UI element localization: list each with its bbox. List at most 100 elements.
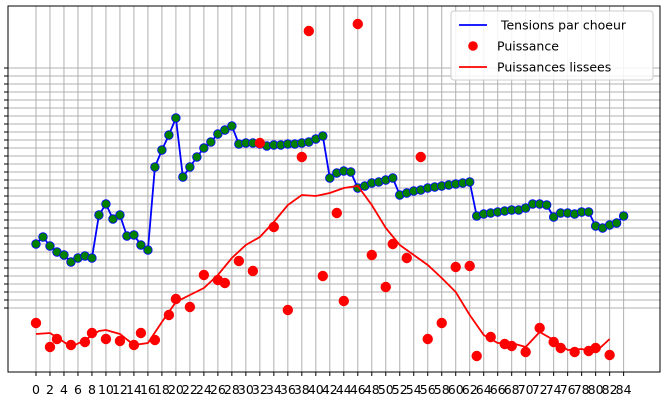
- x-tick-label: 38: [294, 382, 310, 397]
- marker: [436, 317, 447, 329]
- marker: [206, 137, 216, 147]
- x-tick-label: 70: [518, 382, 534, 397]
- marker: [178, 172, 188, 182]
- marker: [59, 250, 69, 260]
- marker: [318, 131, 328, 141]
- marker: [227, 121, 237, 131]
- marker: [268, 221, 280, 233]
- marker: [219, 277, 231, 289]
- marker: [135, 327, 147, 339]
- x-tick-label: 48: [364, 382, 380, 397]
- marker: [471, 350, 482, 362]
- x-tick-label: 50: [378, 382, 394, 397]
- marker: [192, 152, 202, 162]
- marker: [94, 210, 104, 220]
- marker: [114, 335, 126, 347]
- x-tick-label: 36: [280, 382, 296, 397]
- x-tick-label: 22: [182, 382, 198, 397]
- legend-label: Tensions par choeur: [497, 18, 627, 33]
- marker: [199, 143, 209, 153]
- marker: [213, 129, 223, 139]
- marker: [331, 207, 342, 219]
- x-tick-label: 60: [448, 382, 464, 397]
- marker: [325, 173, 335, 183]
- x-tick-label: 54: [406, 382, 422, 397]
- x-tick-label: 42: [322, 382, 338, 397]
- marker: [450, 261, 461, 273]
- marker: [520, 203, 531, 213]
- marker: [611, 218, 622, 228]
- x-tick-label: 8: [88, 382, 96, 397]
- marker: [415, 151, 426, 163]
- x-tick-label: 26: [210, 382, 226, 397]
- x-tick-label: 16: [140, 382, 156, 397]
- marker: [366, 249, 377, 261]
- marker: [296, 151, 308, 163]
- marker: [30, 317, 42, 329]
- x-tick-label: 72: [532, 382, 548, 397]
- marker: [87, 253, 97, 263]
- x-tick-label: 24: [196, 382, 212, 397]
- x-tick-label: 40: [308, 382, 324, 397]
- marker: [45, 241, 55, 251]
- marker: [346, 167, 356, 177]
- marker: [185, 162, 195, 172]
- x-tick-label: 82: [602, 382, 618, 397]
- marker: [220, 125, 230, 135]
- x-tick-label: 12: [112, 382, 128, 397]
- x-tick-label: 14: [126, 382, 142, 397]
- x-tick-label: 64: [476, 382, 492, 397]
- marker: [233, 255, 245, 267]
- marker: [317, 270, 329, 282]
- marker: [401, 252, 412, 264]
- x-tick-label: 30: [238, 382, 254, 397]
- marker: [303, 25, 315, 37]
- x-tick-label: 2: [46, 382, 54, 397]
- marker: [143, 245, 153, 255]
- marker: [44, 341, 56, 353]
- marker: [583, 207, 594, 217]
- x-tick-label: 18: [154, 382, 170, 397]
- x-tick-label: 28: [224, 382, 240, 397]
- marker: [338, 295, 349, 307]
- marker: [548, 212, 559, 222]
- marker: [520, 346, 531, 358]
- x-tick-label: 10: [98, 382, 114, 397]
- marker: [108, 214, 118, 224]
- x-tick-label: 44: [336, 382, 352, 397]
- x-tick-label: 62: [462, 382, 478, 397]
- marker: [100, 333, 112, 345]
- marker: [163, 309, 175, 321]
- x-tick-label: 46: [350, 382, 366, 397]
- marker: [388, 173, 398, 183]
- marker: [380, 281, 391, 293]
- x-tick-label: 4: [60, 382, 68, 397]
- x-tick-label: 84: [616, 382, 632, 397]
- x-tick-label: 78: [574, 382, 590, 397]
- x-tick-label: 0: [32, 382, 40, 397]
- marker: [31, 239, 41, 249]
- marker: [38, 232, 48, 242]
- marker: [618, 211, 629, 221]
- x-tick-label: 80: [588, 382, 604, 397]
- legend-label: Puissances lissees: [497, 60, 611, 75]
- marker: [171, 113, 181, 123]
- marker: [422, 333, 433, 345]
- x-tick-label: 68: [504, 382, 520, 397]
- legend-box: [450, 10, 654, 81]
- marker: [465, 177, 475, 187]
- x-tick-label: 32: [252, 382, 268, 397]
- legend-label: Puissance: [497, 39, 559, 54]
- marker: [136, 240, 146, 250]
- marker: [247, 265, 259, 277]
- x-tick-label: 52: [392, 382, 408, 397]
- marker: [157, 145, 167, 155]
- marker: [101, 199, 111, 209]
- marker: [352, 18, 363, 30]
- marker: [66, 257, 76, 267]
- x-tick-label: 66: [490, 382, 506, 397]
- legend-marker: [468, 41, 478, 51]
- marker: [282, 304, 294, 316]
- x-tick-label: 34: [266, 382, 282, 397]
